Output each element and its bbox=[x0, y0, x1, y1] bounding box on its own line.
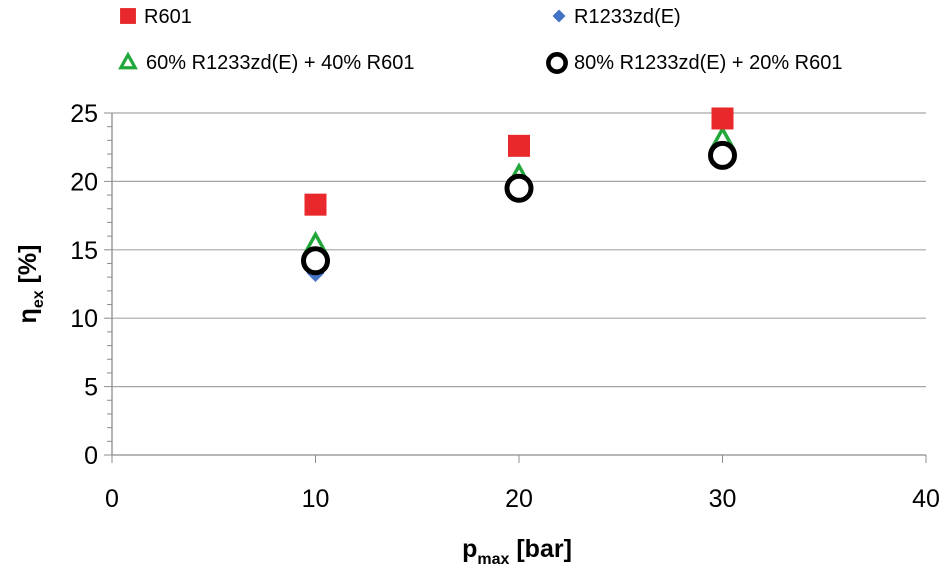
tick-labels: 0 5 10 15 20 25 0 10 20 30 40 bbox=[70, 100, 940, 513]
legend-marker-diamond bbox=[552, 9, 566, 23]
x-tick-label-20: 20 bbox=[505, 485, 533, 513]
y-tick-label-15: 15 bbox=[70, 237, 98, 265]
gridlines bbox=[112, 112, 926, 388]
y-tick-label-10: 10 bbox=[70, 305, 98, 333]
point-square-20 bbox=[508, 134, 530, 157]
y-tick-label-20: 20 bbox=[70, 168, 98, 196]
legend-label-diamond: R1233zd(E) bbox=[574, 6, 681, 28]
legend: R601 R1233zd(E) 60% R1233zd(E) + 40% R601 8… bbox=[118, 6, 843, 74]
point-square-30 bbox=[711, 107, 734, 130]
x-axis-title: pmax [bar] bbox=[462, 535, 572, 568]
x-tick-label-10: 10 bbox=[302, 485, 330, 513]
data-points bbox=[301, 107, 737, 283]
legend-label-triangle: 60% R1233zd(E) + 40% R601 bbox=[146, 52, 415, 74]
x-tick-label-40: 40 bbox=[912, 485, 940, 513]
y-tick-label-0: 0 bbox=[84, 442, 98, 470]
legend-label-square: R601 bbox=[144, 6, 192, 28]
y-axis-title: ηex [%] bbox=[14, 245, 47, 324]
y-tick-label-5: 5 bbox=[84, 374, 98, 402]
point-square-10 bbox=[304, 193, 327, 216]
x-tick-label-30: 30 bbox=[709, 485, 737, 513]
legend-label-circle: 80% R1233zd(E) + 20% R601 bbox=[574, 52, 843, 74]
x-tick-label-0: 0 bbox=[105, 485, 119, 513]
point-circle-30 bbox=[708, 140, 737, 170]
legend-marker-square bbox=[120, 8, 136, 24]
y-tick-label-25: 25 bbox=[70, 100, 98, 128]
axes bbox=[104, 112, 927, 463]
point-circle-20 bbox=[504, 173, 534, 203]
legend-marker-circle bbox=[546, 52, 568, 74]
legend-marker-triangle bbox=[118, 51, 138, 70]
point-circle-10 bbox=[301, 246, 330, 276]
